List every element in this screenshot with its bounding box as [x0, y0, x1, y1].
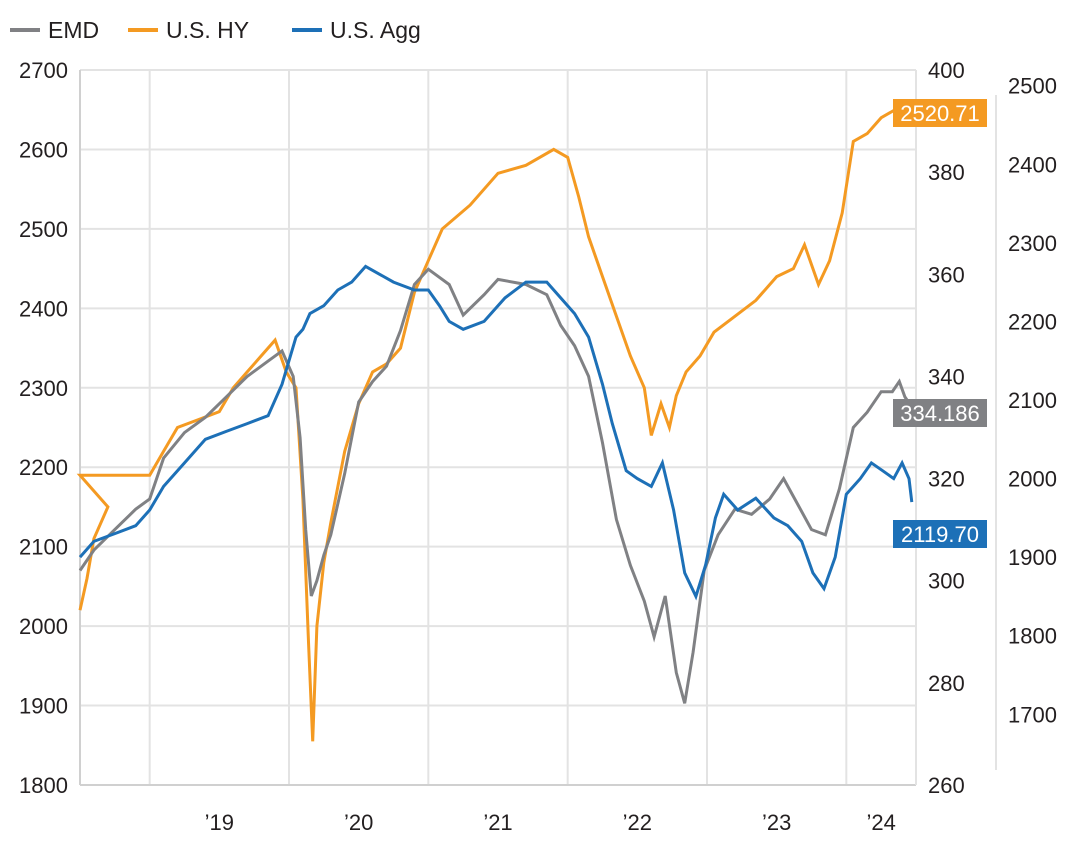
- left-tick-label-6: 2100: [19, 535, 68, 560]
- series-lines: [76, 108, 914, 742]
- end-label-box-0: [893, 99, 987, 127]
- right-inner-tick-label-2: 360: [928, 262, 965, 287]
- left-tick-label-7: 2000: [19, 614, 68, 639]
- right-inner-tick-label-7: 260: [928, 773, 965, 798]
- right-inner-tick-label-6: 280: [928, 671, 965, 696]
- right-outer-tick-label-8: 1700: [1008, 702, 1057, 727]
- left-tick-label-9: 1800: [19, 773, 68, 798]
- legend-label-2: U.S. Agg: [330, 17, 421, 43]
- left-tick-label-3: 2400: [19, 296, 68, 321]
- left-tick-label-1: 2600: [19, 137, 68, 162]
- left-tick-label-4: 2300: [19, 376, 68, 401]
- right-outer-tick-label-7: 1800: [1008, 624, 1057, 649]
- legend-label-0: EMD: [48, 17, 99, 43]
- end-labels: 2520.71 334.186 2119.70: [893, 99, 987, 548]
- legend: EMD U.S. HY U.S. Agg: [10, 17, 421, 43]
- end-label-2: 2119.70: [893, 520, 987, 548]
- right-inner-tick-label-0: 400: [928, 58, 965, 83]
- legend-entry-1: U.S. HY: [128, 17, 249, 43]
- right-outer-tick-label-4: 2100: [1008, 388, 1057, 413]
- x-tick-label-4: ’23: [762, 810, 791, 835]
- end-label-0: 2520.71: [893, 99, 987, 127]
- end-label-text-1: 334.186: [900, 401, 980, 426]
- right-outer-tick-label-0: 2500: [1008, 74, 1057, 99]
- x-tick-label-1: ’20: [344, 810, 373, 835]
- right-inner-tick-label-5: 300: [928, 569, 965, 594]
- gridlines: [79, 69, 997, 786]
- x-tick-label-2: ’21: [483, 810, 512, 835]
- right-inner-tick-label-3: 340: [928, 364, 965, 389]
- right-outer-tick-label-5: 2000: [1008, 467, 1057, 492]
- end-label-text-0: 2520.71: [900, 101, 980, 126]
- right-outer-tick-label-2: 2300: [1008, 231, 1057, 256]
- right-inner-tick-label-4: 320: [928, 467, 965, 492]
- series-line-u-s-agg: [78, 264, 914, 601]
- axes: 2700 2600 2500 2400 2300 2200 2100 2000 1900 1800…: [19, 58, 1057, 835]
- x-tick-label-5: ’24: [866, 810, 895, 835]
- legend-entry-2: U.S. Agg: [292, 17, 421, 43]
- left-tick-label-2: 2500: [19, 217, 68, 242]
- series-line-emd: [78, 267, 914, 704]
- series-line-u-s-hy: [76, 108, 912, 742]
- right-outer-tick-label-1: 2400: [1008, 152, 1057, 177]
- right-inner-tick-label-1: 380: [928, 160, 965, 185]
- left-tick-label-0: 2700: [19, 58, 68, 83]
- end-label-text-2: 2119.70: [901, 522, 979, 547]
- right-outer-tick-label-6: 1900: [1008, 545, 1057, 570]
- x-tick-label-3: ’22: [623, 810, 652, 835]
- end-label-box-1: [893, 399, 987, 427]
- end-label-1: 334.186: [893, 399, 987, 427]
- legend-label-1: U.S. HY: [166, 17, 249, 43]
- legend-entry-0: EMD: [10, 17, 99, 43]
- end-label-box-2: [893, 520, 987, 548]
- left-tick-label-5: 2200: [19, 455, 68, 480]
- right-outer-tick-label-3: 2200: [1008, 309, 1057, 334]
- left-tick-label-8: 1900: [19, 694, 68, 719]
- x-tick-label-0: ’19: [205, 810, 234, 835]
